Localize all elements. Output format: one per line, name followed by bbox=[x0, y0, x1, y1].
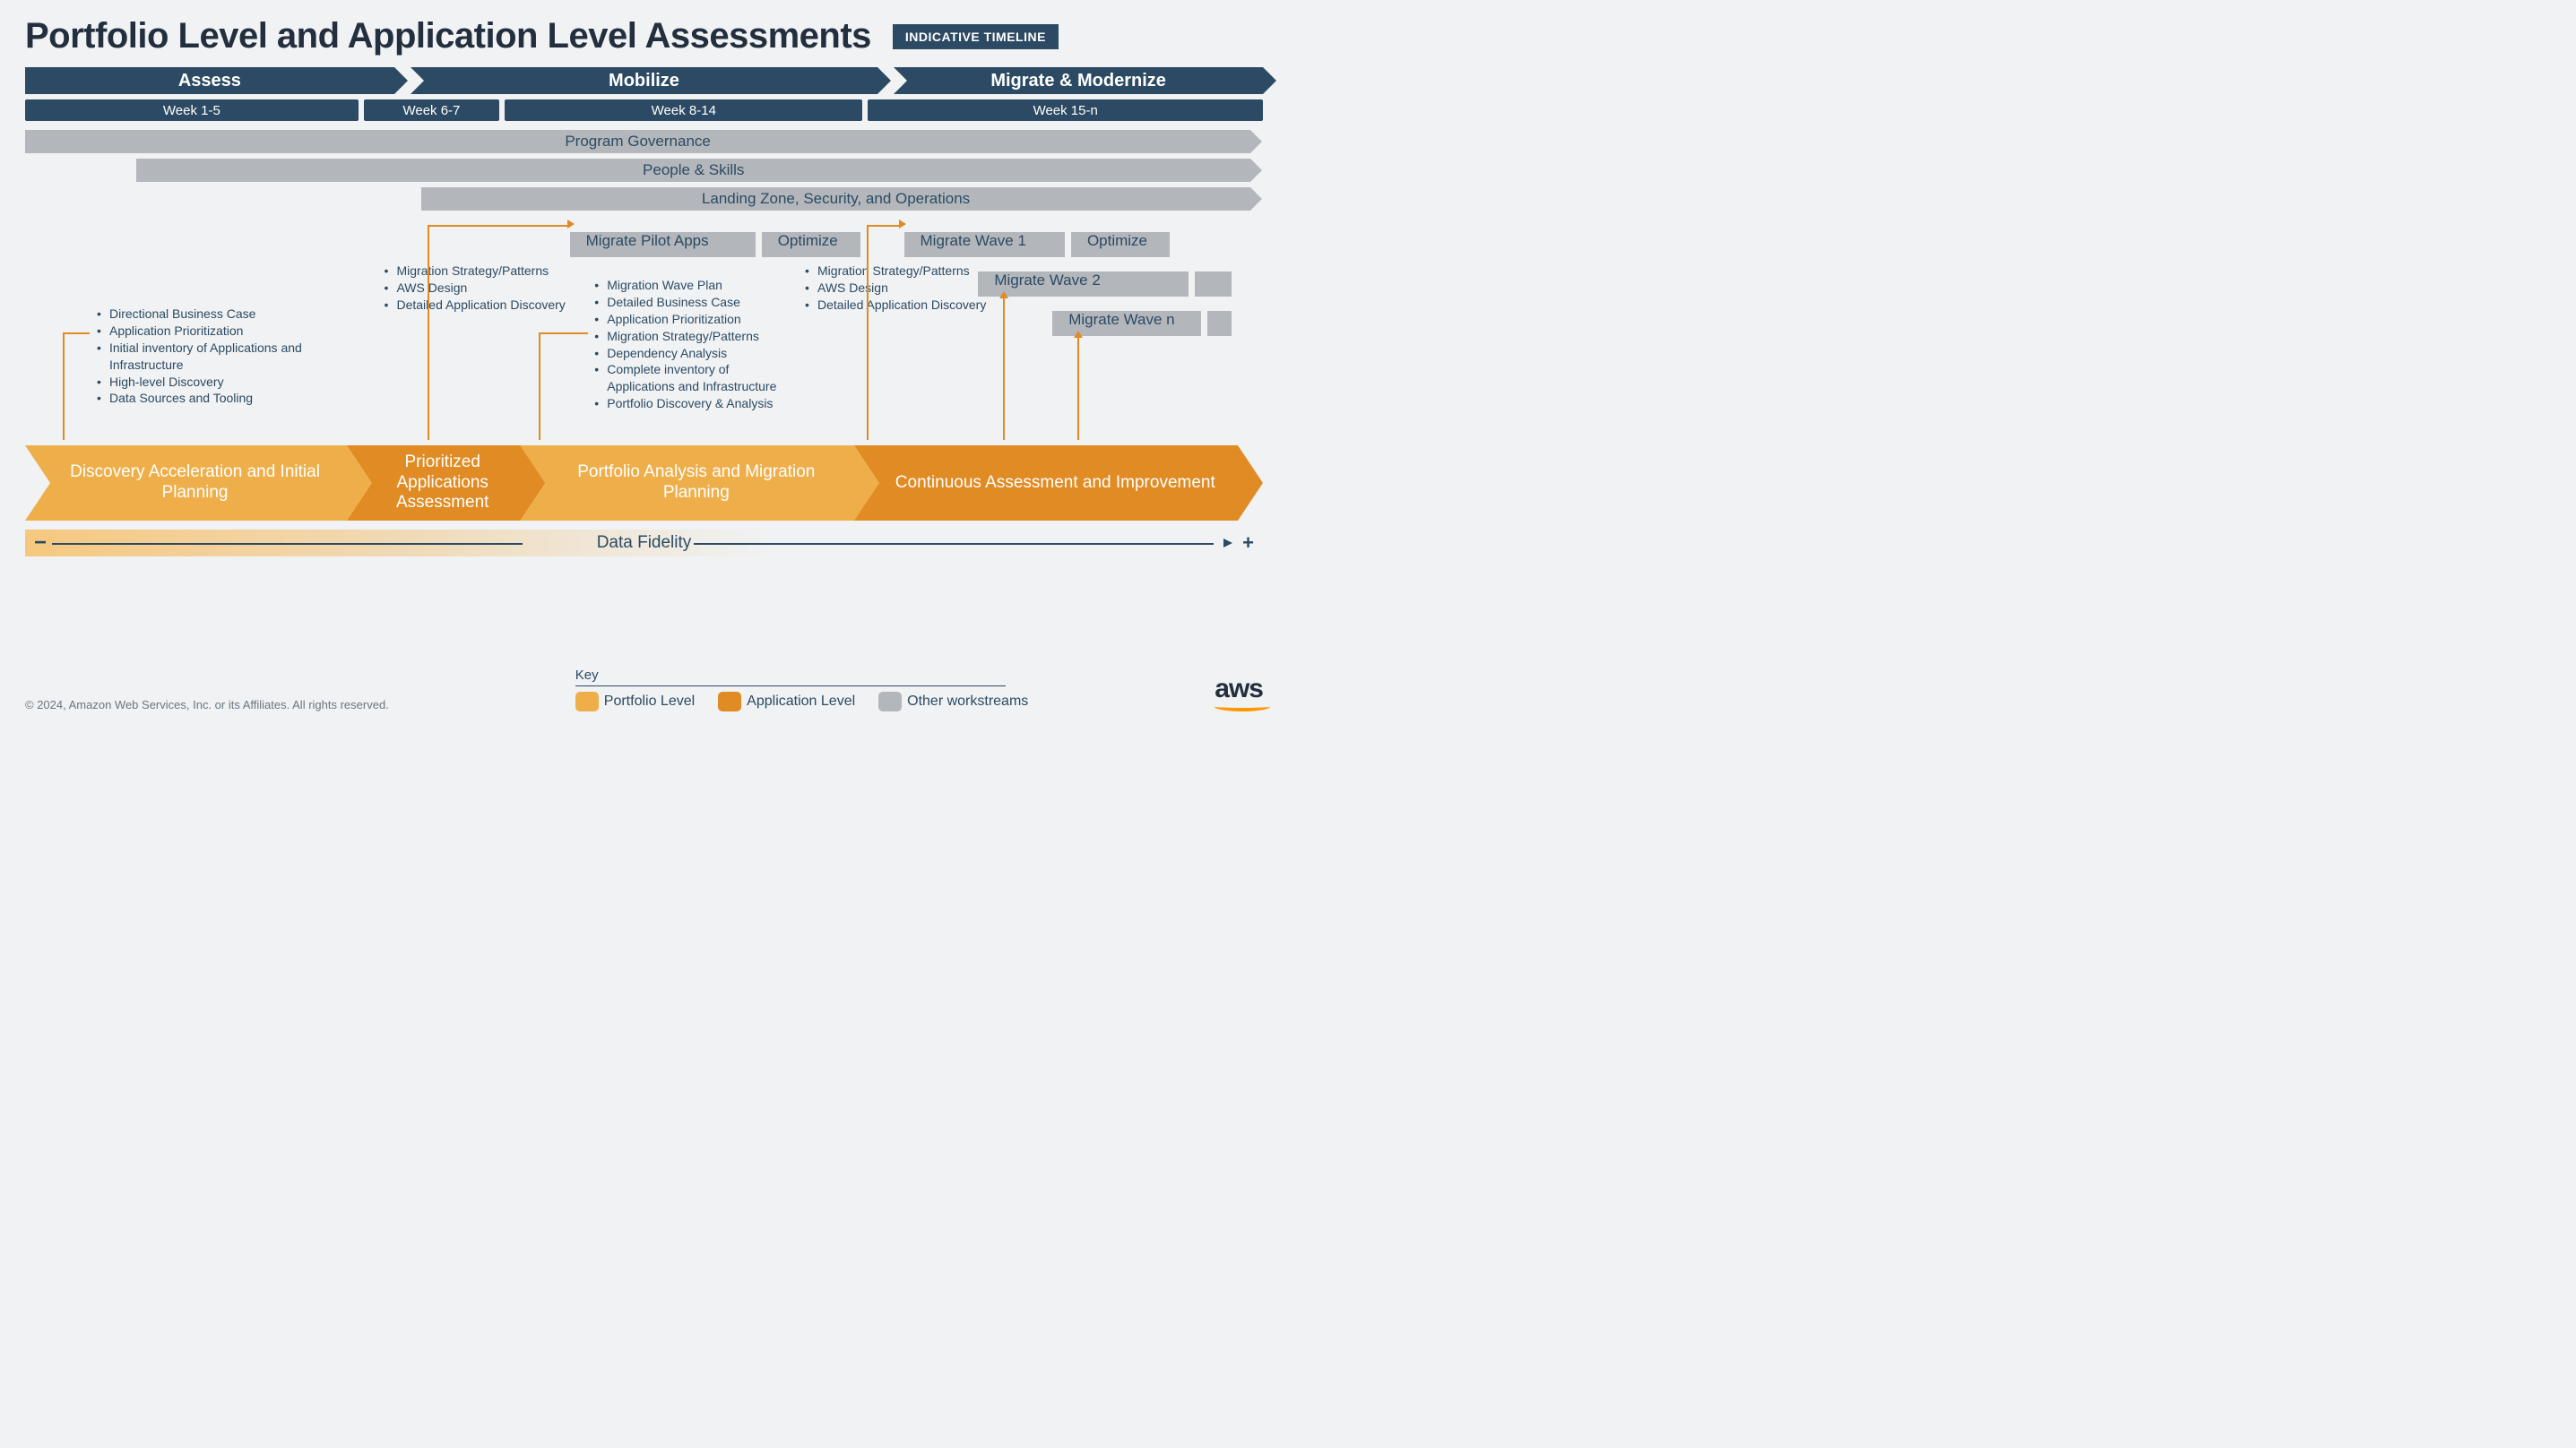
mid-region: Migrate Pilot Apps Optimize Migrate Wave… bbox=[25, 216, 1263, 440]
arrowhead-icon bbox=[999, 291, 1008, 298]
stage-discovery: Discovery Acceleration and Initial Plann… bbox=[25, 445, 347, 521]
bullets-portfolio-analysis: Migration Wave PlanDetailed Business Cas… bbox=[594, 277, 791, 412]
wave-2-tail bbox=[1195, 272, 1232, 297]
bullet-item: Portfolio Discovery & Analysis bbox=[607, 395, 791, 412]
swatch-icon bbox=[575, 692, 599, 711]
migrate-wave-1: Migrate Wave 1 bbox=[904, 232, 1066, 257]
timeline-badge: INDICATIVE TIMELINE bbox=[893, 24, 1059, 49]
connector-discovery bbox=[63, 332, 90, 440]
sm-label: Migrate Pilot Apps bbox=[586, 232, 709, 249]
bullet-item: Migration Wave Plan bbox=[607, 277, 791, 294]
bullet-item: Application Prioritization bbox=[109, 323, 303, 340]
minus-icon: − bbox=[34, 530, 47, 556]
bullet-item: AWS Design bbox=[817, 280, 993, 297]
main-stage-row: Discovery Acceleration and Initial Plann… bbox=[25, 445, 1263, 521]
plus-icon: + bbox=[1242, 531, 1254, 555]
week-8-14: Week 8-14 bbox=[505, 99, 862, 121]
optimize-1: Optimize bbox=[762, 232, 860, 257]
migrate-wave-2: Migrate Wave 2 bbox=[978, 272, 1189, 297]
connector-waven bbox=[1077, 336, 1079, 440]
bullet-item: Complete inventory of Applications and I… bbox=[607, 361, 791, 395]
phase-migrate-modernize: Migrate & Modernize bbox=[894, 67, 1263, 94]
legend-item-application: Application Level bbox=[718, 692, 855, 711]
stage-label: Discovery Acceleration and Initial Plann… bbox=[61, 462, 329, 504]
fidelity-line-left bbox=[52, 543, 523, 545]
migrate-pilot-apps: Migrate Pilot Apps bbox=[570, 232, 756, 257]
bullet-item: Data Sources and Tooling bbox=[109, 390, 303, 407]
legend-item-other: Other workstreams bbox=[878, 692, 1028, 711]
arrowhead-icon bbox=[899, 220, 906, 228]
legend-label: Portfolio Level bbox=[604, 694, 695, 709]
phase-label: Assess bbox=[178, 71, 241, 91]
ws-label: People & Skills bbox=[643, 161, 744, 179]
week-row: Week 1-5 Week 6-7 Week 8-14 Week 15-n bbox=[25, 99, 1263, 121]
data-fidelity-bar: − Data Fidelity + bbox=[25, 530, 1263, 556]
sm-label: Optimize bbox=[1087, 232, 1147, 249]
legend-item-portfolio: Portfolio Level bbox=[575, 692, 695, 711]
stage-label: Portfolio Analysis and Migration Plannin… bbox=[556, 462, 836, 504]
stage-portfolio-analysis: Portfolio Analysis and Migration Plannin… bbox=[520, 445, 854, 521]
stage-prioritized: Prioritized Applications Assessment bbox=[347, 445, 520, 521]
aws-logo: aws bbox=[1215, 674, 1263, 711]
bullet-item: Migration Strategy/Patterns bbox=[607, 328, 791, 345]
bullet-item: Migration Strategy/Patterns bbox=[817, 263, 993, 280]
swatch-icon bbox=[878, 692, 902, 711]
week-6-7: Week 6-7 bbox=[364, 99, 499, 121]
stage-label: Continuous Assessment and Improvement bbox=[895, 473, 1215, 494]
legend-label: Other workstreams bbox=[907, 694, 1028, 709]
phase-label: Mobilize bbox=[609, 71, 679, 91]
bullet-item: Detailed Business Case bbox=[607, 294, 791, 311]
ws-landing-zone: Landing Zone, Security, and Operations bbox=[421, 187, 1250, 211]
bullet-item: High-level Discovery bbox=[109, 374, 303, 391]
ws-program-governance: Program Governance bbox=[25, 130, 1250, 153]
ws-label: Program Governance bbox=[565, 133, 711, 151]
optimize-2: Optimize bbox=[1071, 232, 1170, 257]
copyright: © 2024, Amazon Web Services, Inc. or its… bbox=[25, 698, 389, 711]
page-title: Portfolio Level and Application Level As… bbox=[25, 16, 871, 56]
fidelity-label: Data Fidelity bbox=[597, 533, 692, 553]
stage-continuous: Continuous Assessment and Improvement bbox=[854, 445, 1238, 521]
arrowhead-icon bbox=[567, 220, 575, 228]
fidelity-line-right bbox=[694, 543, 1214, 545]
bullet-item: Application Prioritization bbox=[607, 311, 791, 328]
phase-assess: Assess bbox=[25, 67, 394, 94]
connector-continuous-1 bbox=[867, 225, 903, 440]
bullet-item: Detailed Application Discovery bbox=[817, 297, 993, 314]
swatch-icon bbox=[718, 692, 741, 711]
wave-n-tail bbox=[1207, 311, 1232, 336]
arrowhead-icon bbox=[1074, 331, 1083, 338]
sm-label: Migrate Wave 2 bbox=[994, 272, 1100, 289]
legend: Key Portfolio Level Application Level Ot… bbox=[575, 668, 1029, 711]
phase-row: Assess Mobilize Migrate & Modernize bbox=[25, 67, 1263, 94]
legend-label: Application Level bbox=[747, 694, 855, 709]
phase-mobilize: Mobilize bbox=[411, 67, 878, 94]
bullets-discovery: Directional Business CaseApplication Pri… bbox=[97, 306, 303, 407]
sm-label: Migrate Wave 1 bbox=[921, 232, 1026, 249]
footer: © 2024, Amazon Web Services, Inc. or its… bbox=[25, 668, 1263, 711]
legend-title: Key bbox=[575, 668, 1006, 686]
bullet-item: Initial inventory of Applications and In… bbox=[109, 340, 303, 374]
sm-label: Migrate Wave n bbox=[1068, 311, 1174, 328]
ws-label: Landing Zone, Security, and Operations bbox=[702, 190, 970, 208]
arrowtip-icon bbox=[1223, 539, 1232, 547]
sm-label: Optimize bbox=[778, 232, 838, 249]
stage-label: Prioritized Applications Assessment bbox=[383, 452, 502, 513]
week-15-n: Week 15-n bbox=[868, 99, 1263, 121]
connector-wave2 bbox=[1003, 297, 1005, 440]
week-1-5: Week 1-5 bbox=[25, 99, 359, 121]
connector-portfolio bbox=[539, 332, 588, 440]
ws-people-skills: People & Skills bbox=[136, 159, 1250, 182]
bullet-item: Directional Business Case bbox=[109, 306, 303, 323]
bullet-item: Dependency Analysis bbox=[607, 345, 791, 362]
phase-label: Migrate & Modernize bbox=[990, 71, 1166, 91]
